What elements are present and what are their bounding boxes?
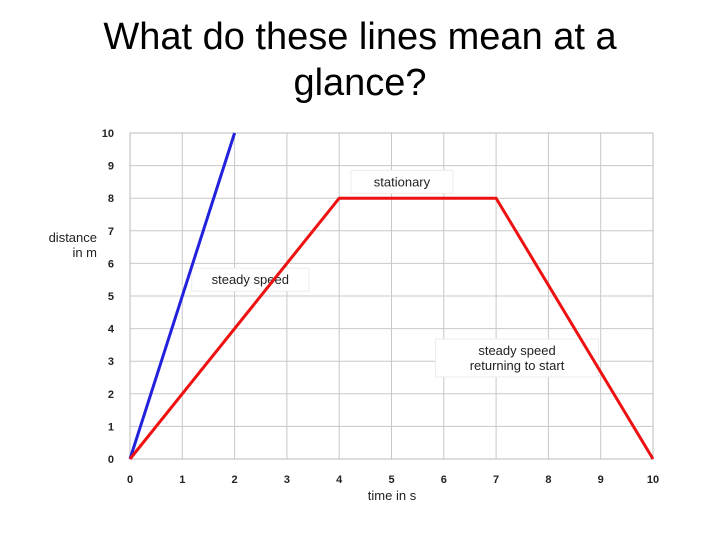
y-tick-label: 0	[108, 454, 114, 466]
x-tick-label: 2	[232, 474, 238, 486]
y-tick-label: 6	[108, 258, 114, 270]
chart-series	[128, 132, 655, 460]
y-tick-label: 9	[108, 161, 114, 173]
y-axis-ticks: 0 1 2 3 4 5 6 7 8 9 10	[102, 128, 115, 466]
x-tick-label: 4	[336, 474, 343, 486]
slide-title-line-1: What do these lines mean at a	[103, 16, 617, 58]
y-axis-label-line-2: in m	[72, 245, 97, 260]
x-tick-label: 7	[493, 474, 499, 486]
y-tick-label: 3	[108, 356, 114, 368]
x-tick-label: 3	[284, 474, 290, 486]
y-tick-label: 2	[108, 389, 114, 401]
annotation-box	[350, 169, 454, 194]
series-line-2	[128, 196, 655, 460]
plot-frame	[129, 132, 654, 460]
annotation-text: stationary	[374, 174, 431, 189]
annotation-text: steady speed	[478, 343, 555, 358]
annotation-text: returning to start	[470, 358, 565, 373]
x-axis-label: time in s	[368, 488, 417, 503]
x-tick-label: 8	[545, 474, 551, 486]
x-tick-label: 10	[647, 474, 659, 486]
y-axis-label-line-1: distance	[49, 230, 97, 245]
annotation-steady-speed: steady speed	[191, 267, 310, 292]
annotation-stationary: stationary	[350, 169, 454, 194]
x-tick-label: 6	[441, 474, 447, 486]
y-tick-label: 5	[108, 291, 114, 303]
slide-title-line-2: glance?	[293, 62, 427, 104]
x-tick-label: 5	[388, 474, 394, 486]
y-tick-label: 1	[108, 421, 114, 433]
slide-title: What do these lines mean at a glance?	[40, 14, 680, 106]
y-tick-label: 7	[108, 226, 114, 238]
annotation-box	[435, 338, 599, 378]
x-tick-label: 9	[598, 474, 604, 486]
y-tick-label: 4	[108, 324, 115, 336]
y-tick-label: 10	[102, 128, 114, 140]
x-axis-ticks: 0 1 2 3 4 5 6 7 8 9 10	[127, 474, 659, 486]
y-tick-label: 8	[108, 193, 114, 205]
x-tick-label: 1	[179, 474, 185, 486]
series-line-1	[128, 132, 237, 460]
x-tick-label: 0	[127, 474, 133, 486]
